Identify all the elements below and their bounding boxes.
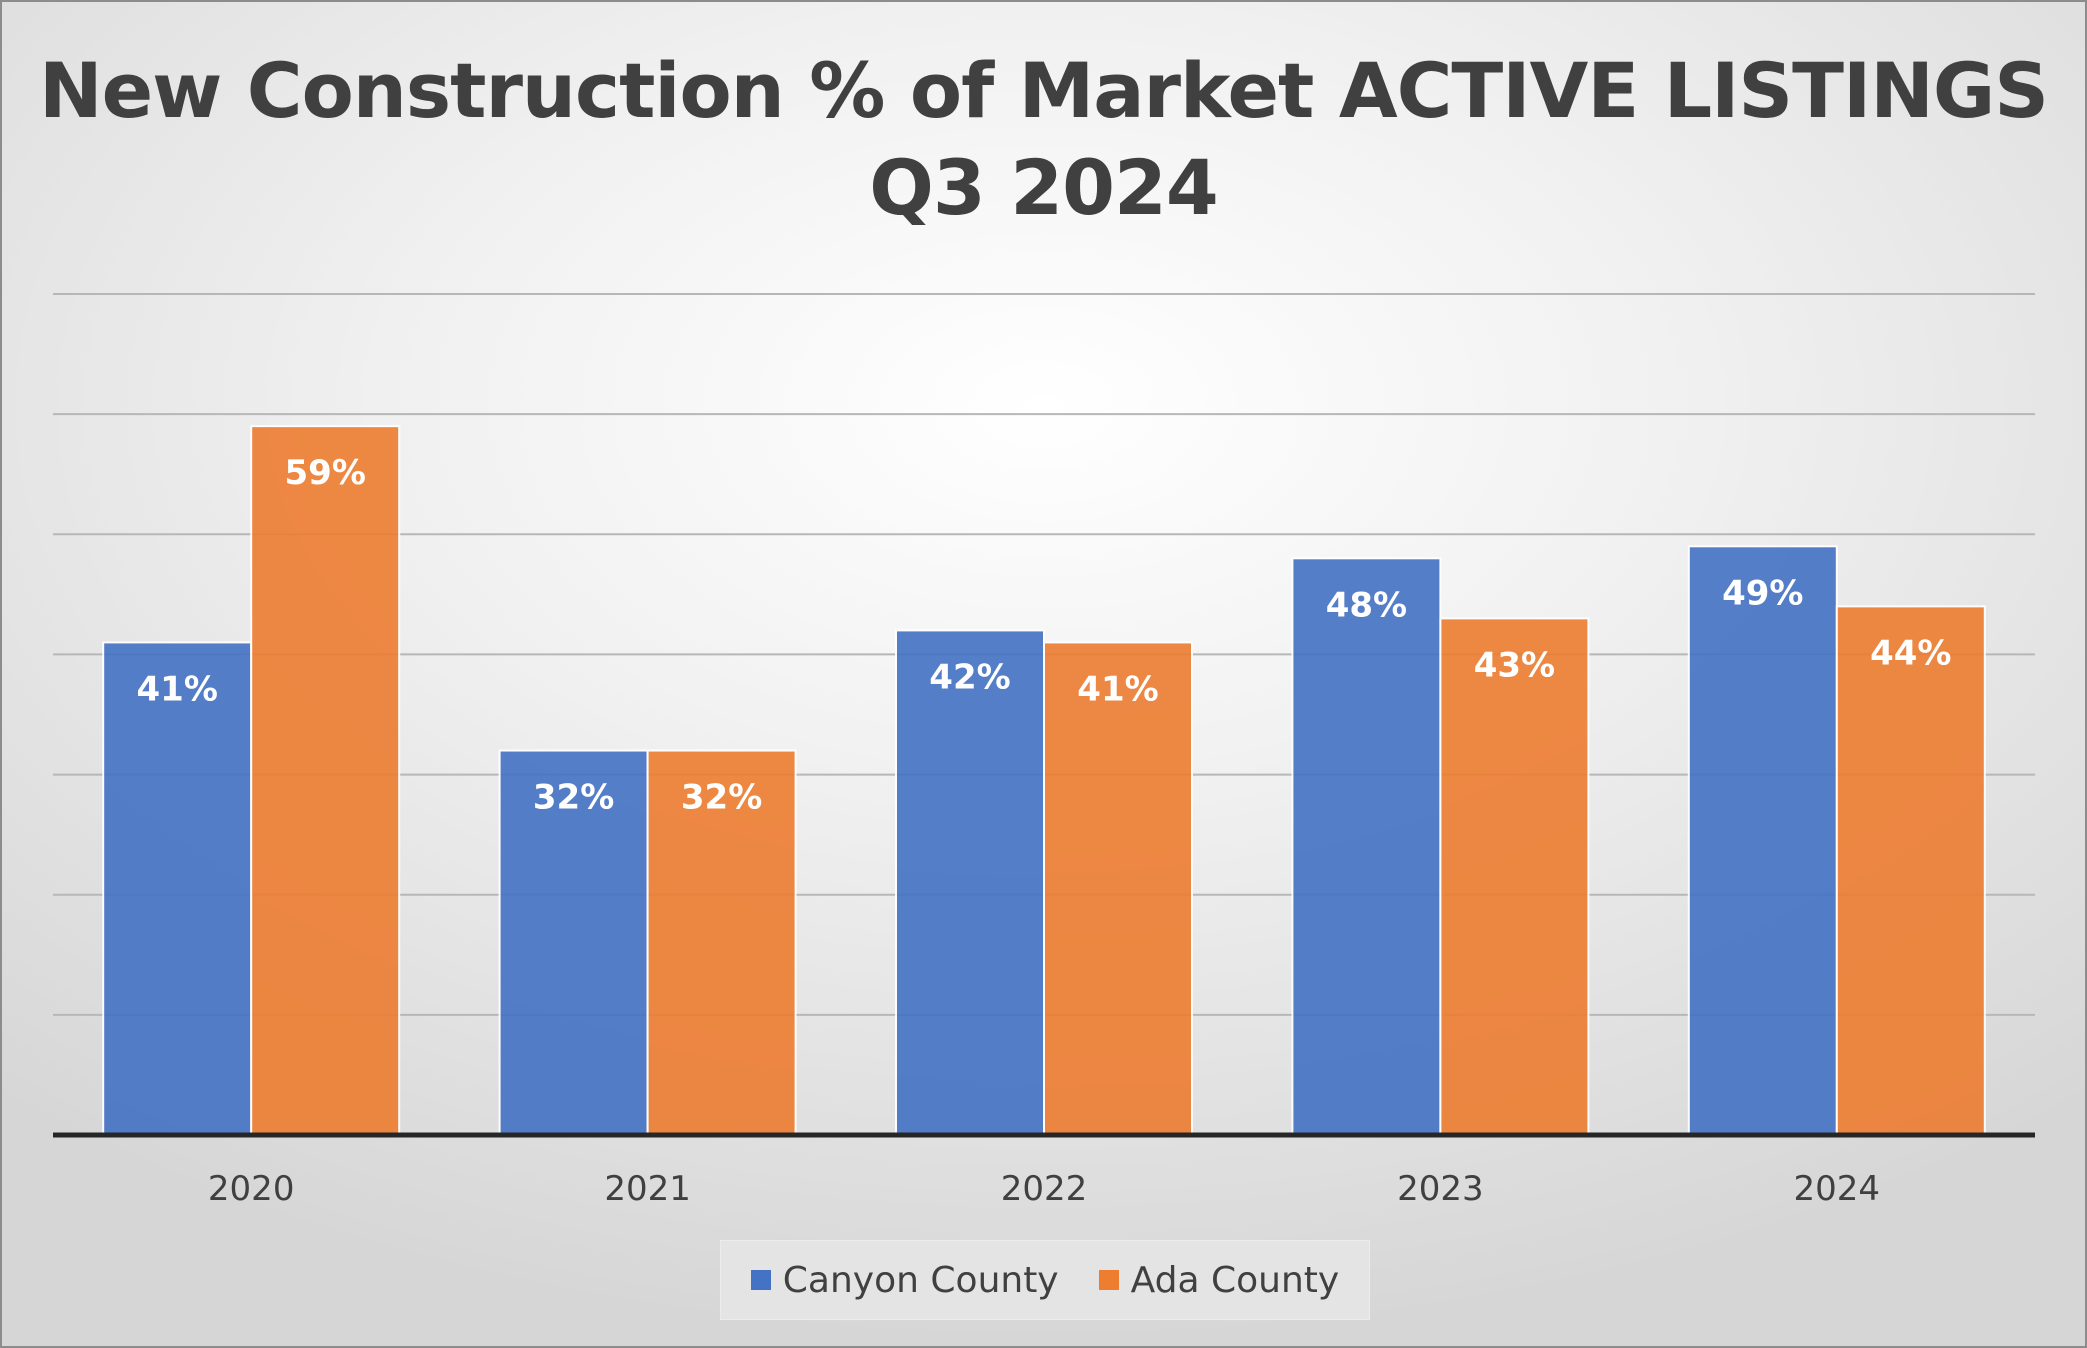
legend-item-canyon-county: Canyon County <box>750 1259 1059 1301</box>
data-label: 41% <box>137 669 218 709</box>
data-label: 32% <box>533 778 614 818</box>
data-label: 41% <box>1077 669 1158 709</box>
data-label: 59% <box>285 453 366 493</box>
data-label: 44% <box>1870 633 1951 673</box>
bar <box>102 641 253 1137</box>
bar <box>1439 617 1590 1136</box>
legend-label-canyon-county: Canyon County <box>782 1259 1059 1301</box>
x-tick-label: 2021 <box>604 1169 691 1209</box>
bar <box>646 749 797 1136</box>
bar <box>498 749 649 1136</box>
data-label: 48% <box>1326 585 1407 625</box>
chart-subtitle: Q3 2024 <box>869 143 1218 232</box>
legend-swatch-ada-county <box>1098 1270 1119 1290</box>
data-label: 42% <box>929 657 1010 697</box>
bar <box>1043 641 1193 1137</box>
legend-swatch-canyon-county <box>750 1270 771 1290</box>
bar <box>895 629 1045 1137</box>
chart-legend: Canyon County Ada County <box>720 1240 1370 1320</box>
x-tick-label: 2022 <box>1001 1169 1088 1209</box>
bar <box>1291 557 1442 1136</box>
x-tick-label: 2023 <box>1397 1169 1484 1209</box>
legend-item-ada-county: Ada County <box>1098 1259 1340 1301</box>
bar <box>1835 605 1986 1136</box>
x-tick-label: 2020 <box>208 1169 295 1209</box>
data-label: 32% <box>681 778 762 818</box>
data-label: 43% <box>1474 645 1555 685</box>
data-label: 49% <box>1722 573 1803 613</box>
chart-title: New Construction % of Market ACTIVE LIST… <box>38 46 2049 135</box>
bar <box>1687 545 1838 1136</box>
legend-label-ada-county: Ada County <box>1130 1259 1340 1301</box>
x-tick-label: 2024 <box>1794 1169 1881 1209</box>
bar <box>250 425 401 1136</box>
